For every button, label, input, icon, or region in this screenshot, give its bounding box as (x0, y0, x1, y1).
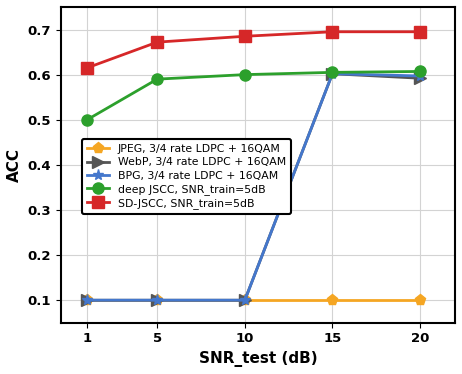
BPG, 3/4 rate LDPC + 16QAM (242, 298, 248, 303)
WebP, 3/4 rate LDPC + 16QAM (85, 298, 90, 303)
Line: SD-JSCC, SNR_train=5dB: SD-JSCC, SNR_train=5dB (82, 26, 426, 73)
BPG, 3/4 rate LDPC + 16QAM (154, 298, 160, 303)
deep JSCC, SNR_train=5dB (242, 73, 248, 77)
JPEG, 3/4 rate LDPC + 16QAM (330, 298, 335, 303)
WebP, 3/4 rate LDPC + 16QAM (330, 71, 335, 76)
JPEG, 3/4 rate LDPC + 16QAM (154, 298, 160, 303)
JPEG, 3/4 rate LDPC + 16QAM (85, 298, 90, 303)
Y-axis label: ACC: ACC (7, 148, 22, 182)
SD-JSCC, SNR_train=5dB (330, 30, 335, 34)
Line: WebP, 3/4 rate LDPC + 16QAM: WebP, 3/4 rate LDPC + 16QAM (82, 68, 426, 306)
WebP, 3/4 rate LDPC + 16QAM (417, 76, 423, 80)
JPEG, 3/4 rate LDPC + 16QAM (417, 298, 423, 303)
WebP, 3/4 rate LDPC + 16QAM (242, 298, 248, 303)
X-axis label: SNR_test (dB): SNR_test (dB) (199, 351, 317, 367)
SD-JSCC, SNR_train=5dB (242, 34, 248, 39)
Legend: JPEG, 3/4 rate LDPC + 16QAM, WebP, 3/4 rate LDPC + 16QAM, BPG, 3/4 rate LDPC + 1: JPEG, 3/4 rate LDPC + 16QAM, WebP, 3/4 r… (82, 139, 292, 214)
SD-JSCC, SNR_train=5dB (154, 40, 160, 45)
WebP, 3/4 rate LDPC + 16QAM (154, 298, 160, 303)
BPG, 3/4 rate LDPC + 16QAM (417, 74, 423, 78)
Line: deep JSCC, SNR_train=5dB: deep JSCC, SNR_train=5dB (82, 66, 426, 125)
deep JSCC, SNR_train=5dB (417, 69, 423, 74)
deep JSCC, SNR_train=5dB (330, 70, 335, 74)
Line: JPEG, 3/4 rate LDPC + 16QAM: JPEG, 3/4 rate LDPC + 16QAM (82, 295, 426, 306)
BPG, 3/4 rate LDPC + 16QAM (85, 298, 90, 303)
deep JSCC, SNR_train=5dB (154, 77, 160, 82)
SD-JSCC, SNR_train=5dB (85, 65, 90, 70)
deep JSCC, SNR_train=5dB (85, 117, 90, 122)
BPG, 3/4 rate LDPC + 16QAM (330, 71, 335, 76)
Line: BPG, 3/4 rate LDPC + 16QAM: BPG, 3/4 rate LDPC + 16QAM (82, 68, 426, 306)
JPEG, 3/4 rate LDPC + 16QAM (242, 298, 248, 303)
SD-JSCC, SNR_train=5dB (417, 30, 423, 34)
